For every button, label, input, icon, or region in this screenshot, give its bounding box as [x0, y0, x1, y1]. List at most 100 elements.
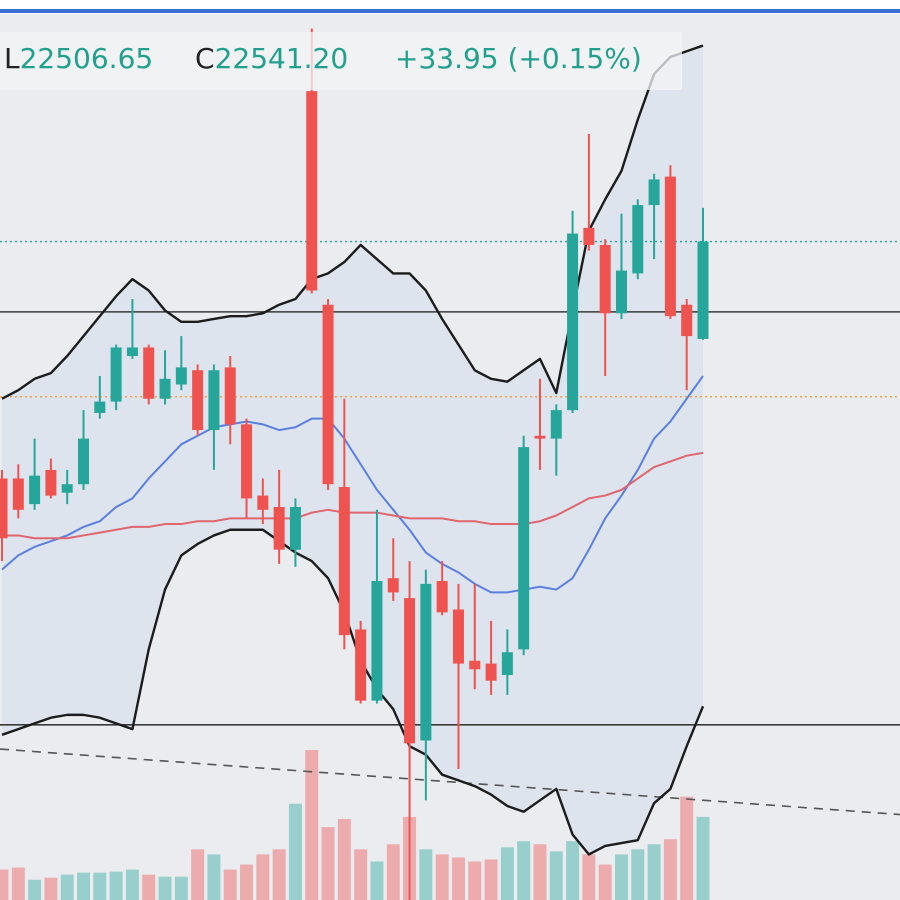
candle-body: [143, 347, 155, 399]
volume-bar: [60, 874, 74, 900]
candle-body: [338, 487, 350, 636]
volume-bar: [533, 844, 547, 900]
candle-body: [485, 663, 497, 681]
volume-bar: [680, 796, 694, 900]
candle-body: [436, 581, 448, 613]
volume-bar: [223, 869, 237, 900]
candle-body: [12, 478, 24, 510]
candle-body: [583, 227, 595, 245]
volume-bar: [370, 861, 384, 900]
volume-bar: [191, 849, 205, 900]
candle-body: [452, 609, 464, 664]
volume-bar: [614, 854, 628, 900]
candle-body: [648, 179, 660, 206]
candle-body: [175, 367, 187, 385]
volume-bar: [484, 859, 498, 900]
candle-body: [94, 401, 106, 413]
volume-bar: [321, 827, 335, 900]
indicator-line: [2, 451, 704, 540]
candle-body: [224, 367, 236, 425]
candle-body: [567, 233, 579, 411]
volume-bar: [566, 841, 580, 900]
volume-bar: [598, 864, 612, 900]
volume-bar: [272, 849, 286, 900]
volume-bar: [549, 851, 563, 900]
volume-bar: [207, 854, 221, 900]
candle-body: [257, 495, 269, 510]
candle-body: [404, 598, 416, 744]
volume-bar: [174, 876, 188, 900]
volume-bar: [337, 818, 351, 900]
candle-body: [420, 583, 432, 741]
trend-line: [0, 748, 900, 816]
low-value: 22506.65: [20, 42, 154, 75]
volume-bar: [125, 869, 139, 900]
volume-bar: [109, 871, 123, 900]
candle-body: [632, 205, 644, 274]
volume-bar: [696, 816, 710, 900]
candle-body: [501, 652, 513, 675]
candle-body: [241, 424, 253, 499]
volume-bar: [647, 844, 661, 900]
candle-body: [697, 241, 709, 339]
volume-bar: [354, 849, 368, 900]
ohlc-legend: L22506.65 C22541.20 +33.95 (+0.15%): [4, 42, 642, 75]
candle-body: [518, 447, 530, 650]
candle-layer: [0, 28, 709, 900]
indicator-line: [1, 375, 704, 594]
volume-bar: [663, 839, 677, 900]
candle-body: [61, 484, 73, 493]
candle-body: [387, 578, 399, 593]
volume-bar: [419, 849, 433, 900]
candle-body: [355, 629, 367, 701]
volume-bar: [240, 864, 254, 900]
candle-body: [534, 435, 546, 439]
candle-body: [159, 378, 171, 399]
volume-bar: [435, 854, 449, 900]
candle-body: [110, 347, 122, 402]
volume-bar: [28, 879, 42, 900]
legend-background: [0, 32, 682, 90]
candle-body: [599, 244, 611, 314]
volume-bar: [77, 872, 91, 900]
candle-body: [681, 304, 693, 337]
volume-layer: [0, 750, 710, 900]
candle-body: [615, 270, 627, 314]
volume-bar: [386, 844, 400, 900]
candle-body: [289, 506, 301, 550]
close-label: C: [195, 42, 215, 75]
volume-bar: [468, 861, 482, 900]
candle-body: [192, 370, 204, 431]
volume-bar: [288, 803, 302, 900]
candle-body: [322, 304, 334, 485]
volume-bar: [0, 869, 9, 900]
volume-bar: [582, 854, 596, 900]
candle-body: [306, 91, 318, 291]
candle-body: [29, 475, 41, 505]
volume-bar: [451, 857, 465, 900]
candle-body: [45, 469, 57, 496]
candle-body: [273, 506, 285, 550]
volume-bar: [11, 867, 25, 900]
candle-body: [126, 347, 138, 357]
window-border: [0, 9, 900, 13]
volume-bar: [158, 876, 172, 900]
volume-bar: [142, 874, 156, 900]
volume-bar: [305, 750, 319, 900]
close-value: 22541.20: [215, 42, 349, 75]
volume-bar: [500, 847, 514, 900]
candle-body: [0, 478, 8, 539]
indicator-line: [1, 528, 705, 856]
candle-body: [550, 410, 562, 439]
change-value: +33.95 (+0.15%): [395, 42, 642, 75]
volume-bar: [517, 841, 531, 900]
candle-body: [78, 438, 90, 485]
candle-body: [371, 581, 383, 701]
low-label: L: [4, 42, 20, 75]
candle-body: [208, 370, 220, 431]
candle-body: [469, 660, 481, 670]
volume-bar: [631, 849, 645, 900]
volume-bar: [93, 872, 107, 900]
